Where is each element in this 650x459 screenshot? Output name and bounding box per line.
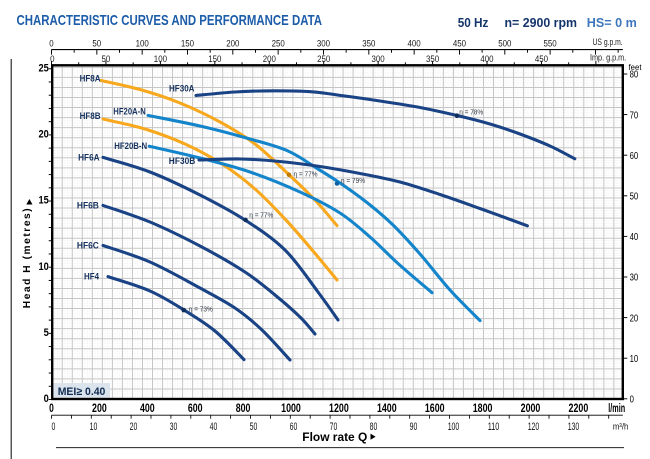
svg-text:70: 70 xyxy=(330,421,338,433)
svg-text:90: 90 xyxy=(410,421,418,433)
svg-text:HF6C: HF6C xyxy=(77,241,100,251)
svg-text:0: 0 xyxy=(44,393,49,405)
svg-text:η = 78%: η = 78% xyxy=(459,107,484,116)
svg-text:HF6B: HF6B xyxy=(77,201,99,211)
svg-text:Imp. g.p.m.: Imp. g.p.m. xyxy=(590,53,626,63)
svg-text:200: 200 xyxy=(226,38,239,48)
svg-text:15: 15 xyxy=(39,195,49,207)
svg-text:HF30B: HF30B xyxy=(169,156,196,166)
svg-text:450: 450 xyxy=(453,38,466,48)
svg-text:60: 60 xyxy=(630,151,639,162)
svg-text:50: 50 xyxy=(250,421,258,433)
svg-text:100: 100 xyxy=(136,38,149,48)
svg-text:300: 300 xyxy=(317,38,330,48)
svg-text:l/min: l/min xyxy=(608,401,625,415)
svg-text:0: 0 xyxy=(52,421,56,433)
svg-text:50: 50 xyxy=(92,38,101,48)
svg-text:10: 10 xyxy=(90,421,98,433)
svg-text:30: 30 xyxy=(630,273,639,284)
svg-text:η = 77%: η = 77% xyxy=(294,169,319,178)
svg-text:0: 0 xyxy=(50,54,54,64)
svg-text:HF8B: HF8B xyxy=(80,111,101,121)
svg-text:MEI≥ 0.40: MEI≥ 0.40 xyxy=(58,386,106,398)
svg-text:150: 150 xyxy=(208,54,221,64)
svg-text:800: 800 xyxy=(236,401,251,415)
svg-text:n= 2900 rpm: n= 2900 rpm xyxy=(505,15,578,30)
svg-text:200: 200 xyxy=(92,401,107,415)
svg-text:450: 450 xyxy=(535,54,548,64)
svg-text:80: 80 xyxy=(630,70,639,81)
svg-text:η = 77%: η = 77% xyxy=(249,211,274,220)
svg-text:HF20A-N: HF20A-N xyxy=(113,107,146,117)
svg-text:20: 20 xyxy=(39,129,49,141)
svg-text:10: 10 xyxy=(39,261,49,273)
svg-text:Flow rate Q: Flow rate Q xyxy=(302,430,367,444)
svg-text:HF4: HF4 xyxy=(84,272,99,282)
svg-text:HF30A: HF30A xyxy=(169,84,195,94)
svg-text:2200: 2200 xyxy=(569,401,589,415)
svg-text:1400: 1400 xyxy=(377,401,397,415)
svg-text:40: 40 xyxy=(630,232,639,243)
svg-text:70: 70 xyxy=(630,110,639,121)
svg-text:η = 79%: η = 79% xyxy=(341,176,366,185)
svg-text:20: 20 xyxy=(130,421,138,433)
svg-text:400: 400 xyxy=(140,401,155,415)
svg-text:1800: 1800 xyxy=(473,401,493,415)
svg-text:20: 20 xyxy=(630,313,639,324)
svg-text:250: 250 xyxy=(272,38,285,48)
svg-text:50 Hz: 50 Hz xyxy=(458,15,489,30)
svg-text:US g.p.m.: US g.p.m. xyxy=(593,37,623,47)
svg-text:2000: 2000 xyxy=(521,401,541,415)
svg-text:m³/h: m³/h xyxy=(613,422,628,432)
svg-text:Head H (metres): Head H (metres) xyxy=(22,207,33,308)
svg-text:500: 500 xyxy=(498,38,511,48)
svg-text:350: 350 xyxy=(362,38,375,48)
svg-text:250: 250 xyxy=(317,54,330,64)
svg-text:40: 40 xyxy=(210,421,218,433)
svg-text:400: 400 xyxy=(408,38,421,48)
svg-text:200: 200 xyxy=(263,54,276,64)
svg-text:0: 0 xyxy=(630,395,635,406)
svg-text:60: 60 xyxy=(290,421,298,433)
svg-text:300: 300 xyxy=(372,54,385,64)
svg-text:130: 130 xyxy=(568,421,580,433)
svg-text:25: 25 xyxy=(39,63,49,75)
svg-text:110: 110 xyxy=(488,421,500,433)
svg-text:0: 0 xyxy=(49,401,54,415)
svg-text:400: 400 xyxy=(480,54,493,64)
svg-text:50: 50 xyxy=(630,192,639,203)
svg-text:550: 550 xyxy=(544,38,557,48)
svg-text:HS= 0 m: HS= 0 m xyxy=(587,15,637,30)
svg-text:1200: 1200 xyxy=(329,401,349,415)
svg-text:50: 50 xyxy=(102,54,111,64)
svg-text:η = 73%: η = 73% xyxy=(189,304,214,313)
svg-text:HF20B-N: HF20B-N xyxy=(114,141,147,151)
svg-text:600: 600 xyxy=(188,401,203,415)
svg-text:HF8A: HF8A xyxy=(80,74,102,84)
svg-text:10: 10 xyxy=(630,354,639,365)
svg-text:HF6A: HF6A xyxy=(78,152,100,162)
svg-text:80: 80 xyxy=(370,421,378,433)
svg-text:feet: feet xyxy=(629,62,643,72)
svg-text:1600: 1600 xyxy=(425,401,445,415)
svg-text:100: 100 xyxy=(154,54,167,64)
svg-text:150: 150 xyxy=(181,38,194,48)
svg-text:CHARACTERISTIC CURVES AND PERF: CHARACTERISTIC CURVES AND PERFORMANCE DA… xyxy=(17,13,323,29)
svg-text:30: 30 xyxy=(170,421,178,433)
svg-text:100: 100 xyxy=(448,421,460,433)
svg-text:5: 5 xyxy=(44,327,49,339)
svg-text:120: 120 xyxy=(528,421,540,433)
svg-text:1000: 1000 xyxy=(281,401,301,415)
svg-text:350: 350 xyxy=(426,54,439,64)
svg-text:0: 0 xyxy=(49,38,53,48)
